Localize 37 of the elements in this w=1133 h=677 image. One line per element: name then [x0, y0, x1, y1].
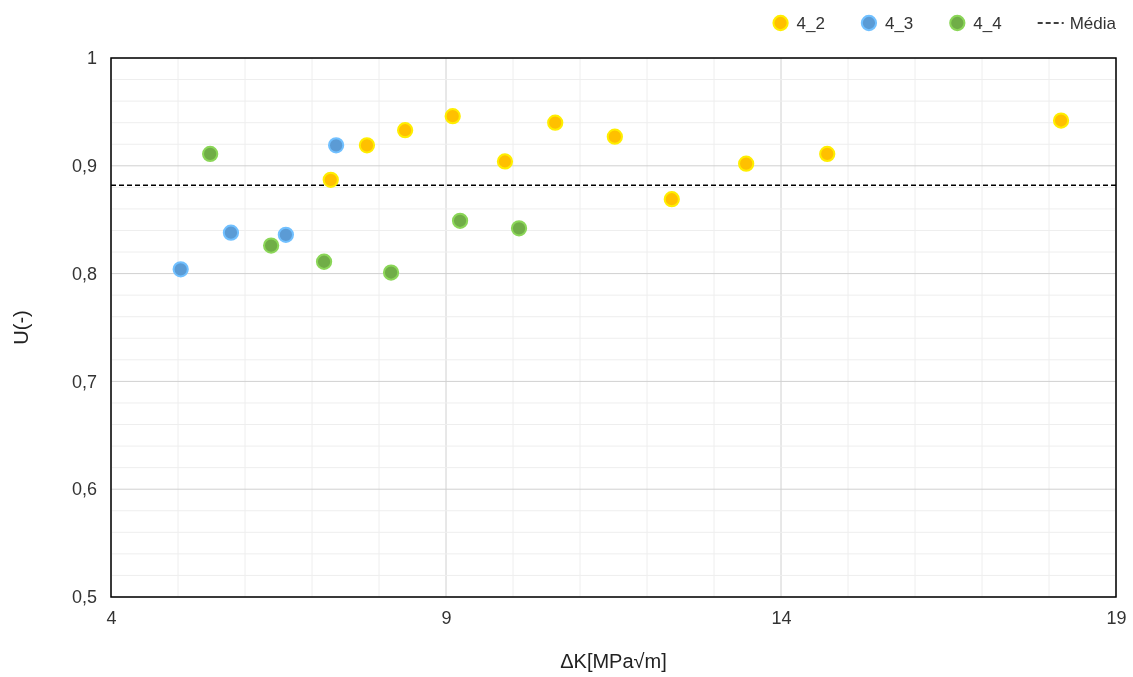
- point: [663, 191, 680, 208]
- point: [451, 212, 469, 229]
- point: [547, 114, 564, 131]
- y-tick-label: 0,8: [71, 263, 97, 284]
- x-tick-label: 4: [106, 607, 117, 628]
- point: [819, 145, 836, 163]
- legend-label: 4_4: [973, 14, 1002, 33]
- x-tick-label: 14: [771, 607, 792, 628]
- point: [606, 128, 623, 145]
- point: [315, 253, 333, 270]
- legend-label: 4_3: [884, 14, 914, 33]
- y-tick-label: 1: [86, 48, 97, 69]
- point: [382, 264, 400, 281]
- point: [262, 237, 280, 254]
- point: [277, 226, 295, 243]
- y-tick-label: 0,6: [71, 479, 97, 500]
- point: [358, 137, 376, 154]
- point: [202, 145, 219, 163]
- y-axis-title: U(-): [10, 310, 32, 345]
- legend-label: 4_2: [796, 14, 825, 33]
- x-tick-label: 9: [441, 607, 452, 628]
- point: [396, 122, 414, 139]
- point: [738, 155, 755, 172]
- x-tick-label: 19: [1106, 607, 1127, 628]
- point: [444, 108, 461, 125]
- point: [322, 171, 339, 188]
- point: [222, 224, 240, 241]
- point: [1052, 112, 1070, 129]
- x-axis-title: ΔK[MPa√m]: [560, 650, 667, 672]
- y-tick-label: 0,7: [71, 371, 97, 392]
- point: [327, 137, 345, 154]
- y-tick-label: 0,5: [71, 587, 97, 608]
- point: [496, 153, 514, 170]
- point: [172, 261, 189, 278]
- legend-label: Média: [1069, 14, 1117, 33]
- y-tick-label: 0,9: [71, 156, 97, 177]
- point: [510, 220, 528, 237]
